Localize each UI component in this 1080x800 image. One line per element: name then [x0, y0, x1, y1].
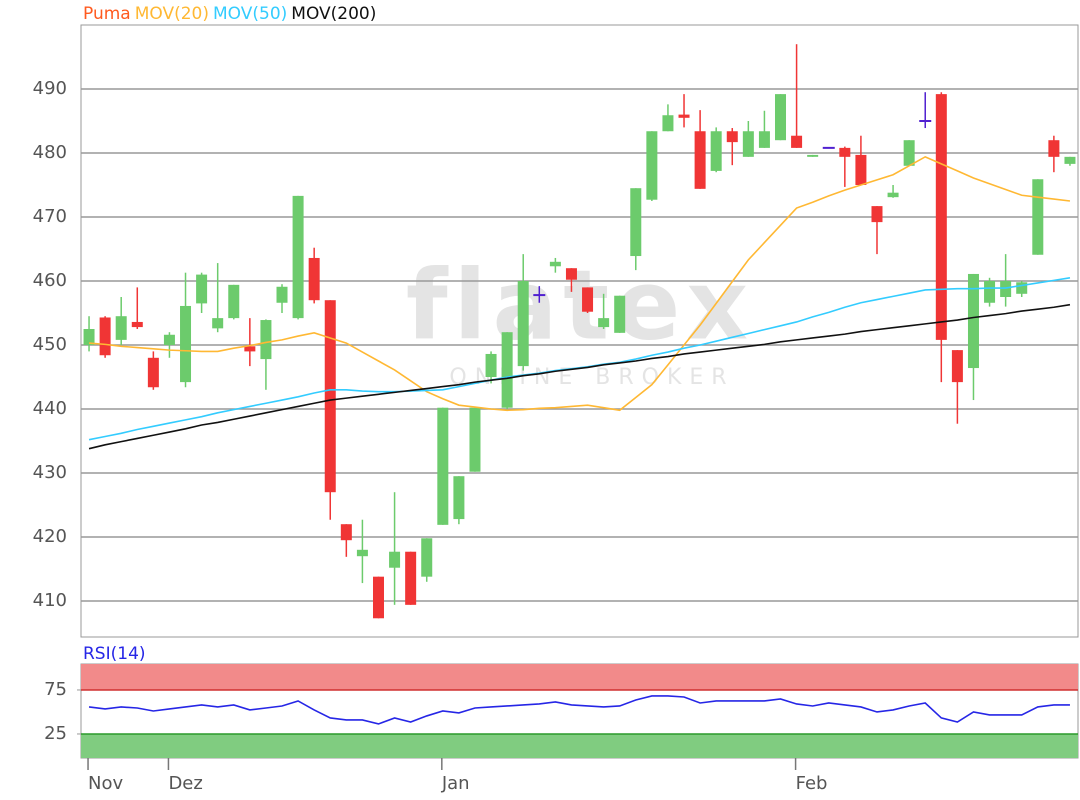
candle-body: [726, 131, 738, 143]
y-tick-label: 440: [33, 398, 67, 419]
candle-body: [630, 188, 642, 257]
candle-body: [501, 332, 513, 408]
candle-body: [582, 287, 594, 312]
oversold-zone: [81, 733, 1078, 758]
candle-body: [565, 268, 577, 280]
candle-body: [887, 192, 899, 198]
candle-body: [453, 476, 465, 520]
y-tick-label: 480: [33, 142, 67, 163]
candle-body: [807, 154, 819, 157]
legend-entry: Puma: [83, 4, 131, 24]
x-tick-label: Feb: [796, 773, 828, 794]
candle-body: [710, 131, 722, 171]
candle-body: [131, 321, 143, 328]
x-tick-label: Nov: [88, 773, 123, 794]
candle-body: [421, 538, 433, 577]
candle-body: [276, 286, 288, 303]
candle-body: [598, 318, 610, 328]
moving-average-line: [88, 303, 1071, 450]
candle-body: [871, 206, 883, 223]
overbought-zone: [81, 664, 1078, 690]
candle-body: [244, 346, 256, 352]
candle-body: [308, 257, 320, 301]
y-tick-label: 430: [33, 462, 67, 483]
candle-body: [758, 131, 770, 148]
candle-body: [260, 320, 272, 360]
candle-body: [180, 305, 192, 383]
moving-average-line: [88, 155, 1071, 412]
candle-body: [678, 114, 690, 118]
candle-body: [372, 576, 384, 619]
legend-entry: MOV(20): [135, 4, 209, 24]
legend-entry: MOV(50): [213, 4, 287, 24]
x-tick-label: Dez: [168, 773, 202, 794]
y-tick-label: 450: [33, 334, 67, 355]
candle-body: [1064, 156, 1076, 164]
candle-body: [935, 94, 947, 340]
candle-body: [951, 350, 963, 383]
y-tick-label: 420: [33, 526, 67, 547]
candle-body: [83, 329, 95, 345]
watermark-logo: flatex: [406, 249, 754, 361]
candle-body: [694, 131, 706, 189]
candle-body: [1016, 282, 1028, 294]
candle-body: [196, 274, 208, 304]
candle-body: [775, 94, 787, 141]
candle-body: [115, 316, 127, 340]
candle-body: [614, 295, 626, 333]
candle-body: [662, 115, 674, 132]
candle-body: [984, 281, 996, 303]
candle-body: [1000, 281, 1012, 297]
plot-area: [80, 24, 1079, 638]
candle-body: [212, 318, 224, 329]
y-tick-label: 75: [44, 679, 67, 700]
y-tick-label: 25: [44, 723, 67, 744]
candle-body: [324, 300, 336, 493]
candle-body: [405, 551, 417, 605]
candle-body: [228, 284, 240, 319]
rsi-line: [88, 695, 1070, 725]
candle-body: [469, 407, 481, 472]
candle-body: [356, 549, 368, 557]
candle-body: [292, 195, 304, 319]
y-tick-label: 410: [33, 590, 67, 611]
legend-entry: MOV(200): [291, 4, 376, 24]
x-tick-label: Jan: [441, 773, 470, 794]
candle-body: [163, 334, 175, 345]
y-tick-label: 460: [33, 270, 67, 291]
candle-body: [791, 135, 803, 148]
candle-body: [646, 131, 658, 200]
candle-body: [485, 353, 497, 377]
y-tick-label: 490: [33, 78, 67, 99]
candle-body: [340, 524, 352, 541]
y-tick-label: 470: [33, 206, 67, 227]
candle-body: [1032, 179, 1044, 255]
candle-body: [855, 154, 867, 185]
candle-body: [549, 261, 561, 267]
candle-body: [517, 281, 529, 367]
candle-body: [147, 357, 159, 388]
candle-body: [1048, 140, 1060, 157]
candle-body: [99, 317, 111, 356]
candle-body: [839, 147, 851, 157]
legend-entry: RSI(14): [83, 644, 146, 664]
candle-body: [903, 140, 915, 166]
candle-body: [742, 131, 754, 157]
candle-body: [389, 551, 401, 568]
candle-body: [967, 273, 979, 369]
candle-body: [437, 407, 449, 525]
